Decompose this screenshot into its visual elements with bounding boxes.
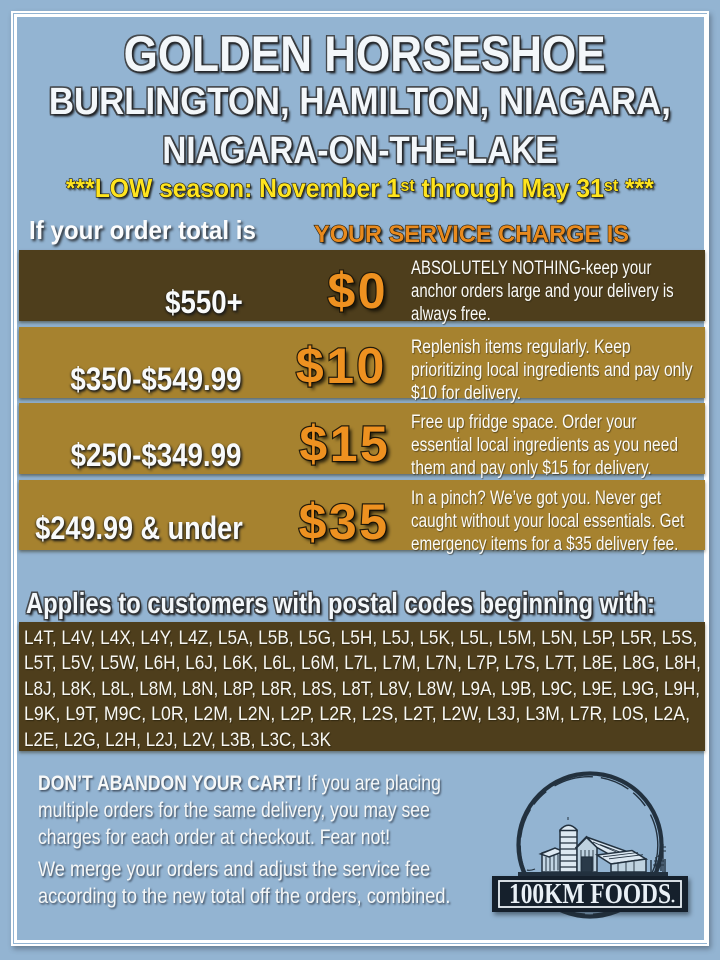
svg-text:100KM FOODS: 100KM FOODS bbox=[509, 878, 671, 910]
